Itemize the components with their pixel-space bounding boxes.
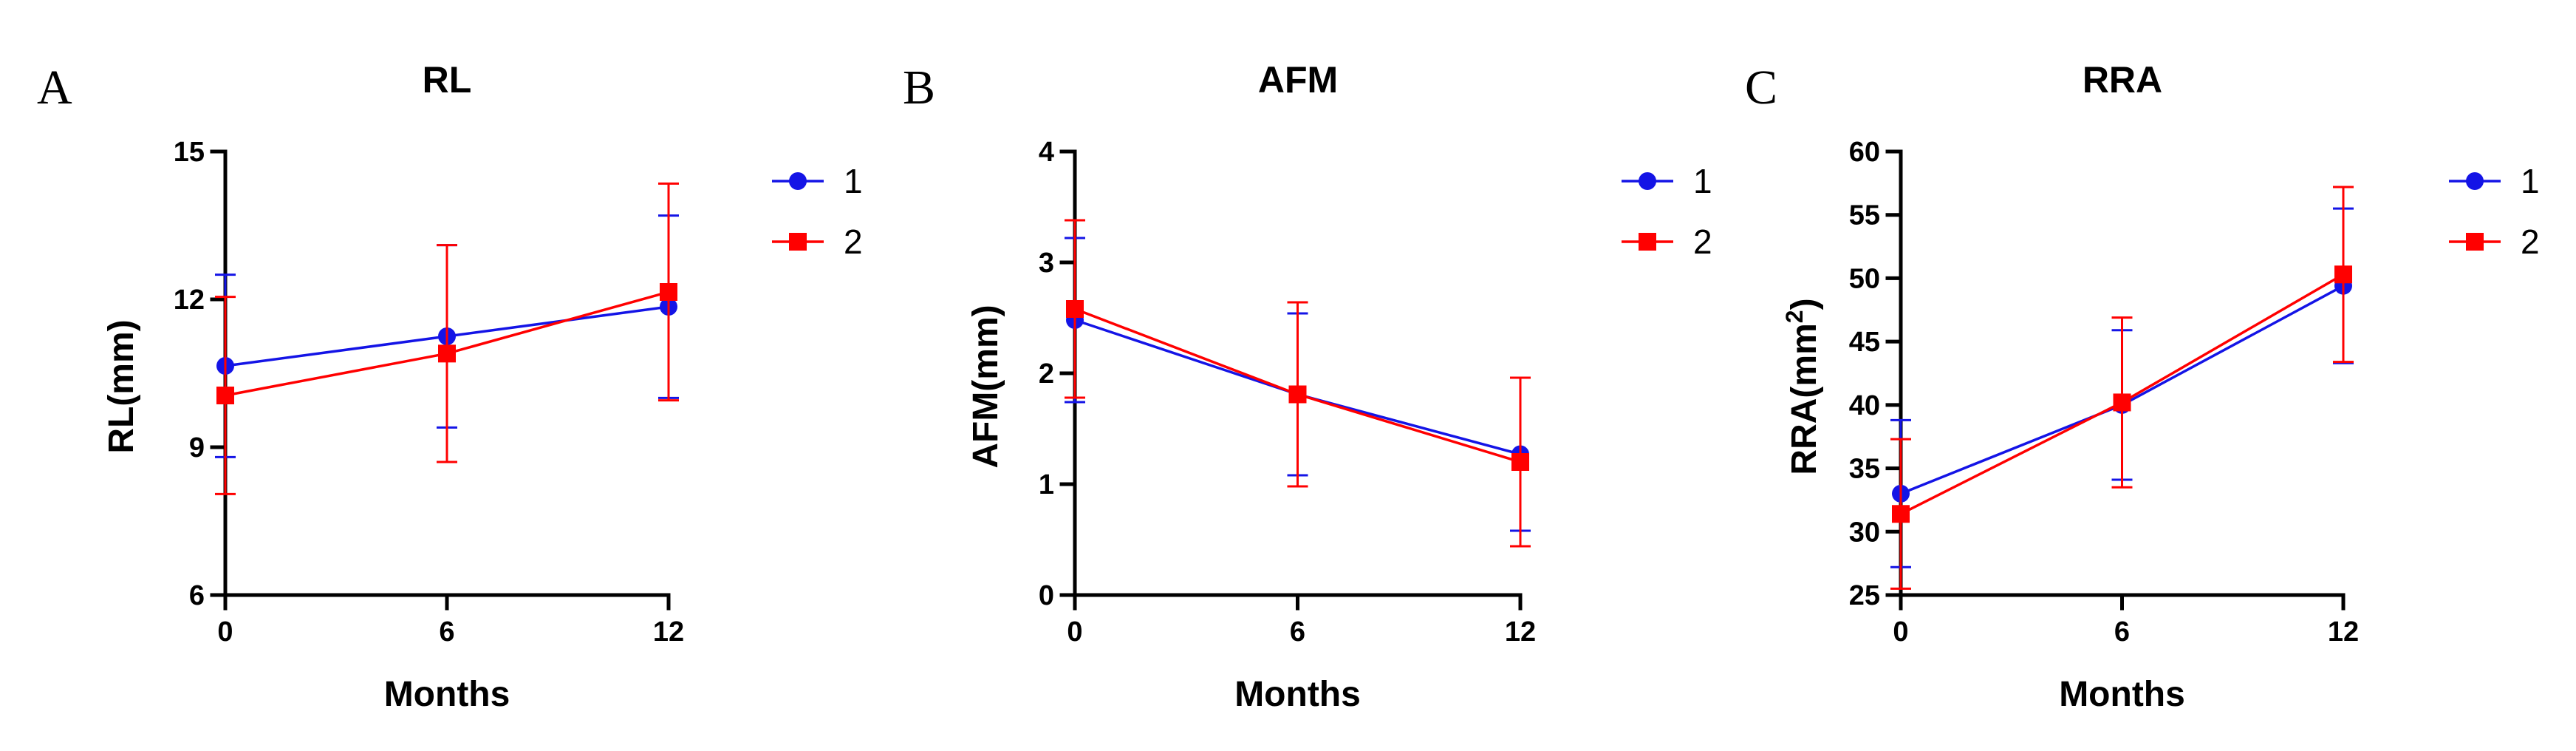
y-tick-label: 9: [189, 432, 205, 463]
y-axis-label-superscript: 2: [1781, 310, 1808, 323]
y-tick-label: 25: [1849, 580, 1880, 611]
y-axis-label-text: RL(mm): [102, 319, 141, 453]
legend-marker: [2466, 233, 2484, 251]
data-point: [216, 387, 234, 404]
y-tick-label: 4: [1039, 137, 1054, 168]
legend-marker: [1639, 233, 1656, 251]
y-tick-label: 3: [1039, 248, 1054, 279]
legend-label: 2: [2521, 222, 2540, 261]
data-point: [1892, 505, 1910, 523]
y-tick-label: 15: [174, 137, 205, 168]
series-2: [1065, 219, 1531, 548]
data-point: [2334, 265, 2352, 284]
legend-marker: [789, 233, 807, 251]
y-axis-label-text: RRA(mm: [1785, 323, 1824, 475]
legend-label: 1: [844, 162, 863, 200]
y-tick-label: 30: [1849, 517, 1880, 548]
x-tick-label: 12: [653, 616, 684, 648]
data-point: [2113, 393, 2131, 412]
legend-marker: [2466, 172, 2484, 190]
x-tick-label: 6: [1290, 616, 1305, 648]
y-tick-label: 0: [1039, 580, 1054, 611]
x-axis-label: Months: [1234, 675, 1361, 714]
legend: 12: [772, 162, 863, 261]
legend: 12: [1622, 162, 1712, 261]
y-tick-label: 2: [1039, 358, 1054, 390]
legend-label: 2: [1693, 222, 1712, 261]
chart-title: RRA: [2083, 59, 2162, 101]
x-axis-label: Months: [384, 675, 510, 714]
panel-letter: A: [37, 61, 72, 115]
x-tick-label: 6: [439, 616, 454, 648]
y-axis-label-text: AFM(mm): [966, 305, 1005, 468]
y-tick-label: 1: [1039, 469, 1054, 500]
y-axis-label: AFM(mm): [966, 305, 1005, 468]
y-tick-label: 35: [1849, 454, 1880, 485]
data-point: [438, 344, 456, 363]
legend-label: 1: [1693, 162, 1712, 200]
x-tick-label: 0: [1893, 616, 1908, 648]
data-point: [660, 283, 677, 301]
legend-marker: [789, 172, 807, 190]
legend-marker: [1639, 172, 1656, 190]
y-tick-label: 45: [1849, 327, 1880, 358]
x-tick-label: 12: [2328, 616, 2359, 648]
x-tick-label: 6: [2114, 616, 2130, 648]
y-tick-label: 55: [1849, 200, 1880, 231]
chart-title: AFM: [1258, 59, 1338, 101]
y-tick-label: 40: [1849, 390, 1880, 421]
data-point: [1511, 453, 1529, 471]
x-tick-label: 12: [1505, 616, 1536, 648]
legend-label: 1: [2521, 162, 2540, 200]
legend: 12: [2449, 162, 2540, 261]
y-axis-label: RL(mm): [102, 319, 141, 453]
x-axis-label: Months: [2059, 675, 2185, 714]
x-tick-label: 0: [217, 616, 233, 648]
y-axis-label-close: ): [1785, 298, 1824, 310]
y-tick-label: 50: [1849, 263, 1880, 294]
legend-label: 2: [844, 222, 863, 261]
series-2: [1890, 186, 2354, 590]
series-2: [215, 182, 679, 495]
panel-letter: B: [903, 61, 935, 115]
data-point: [1288, 385, 1307, 404]
y-tick-label: 6: [189, 580, 205, 611]
panel-letter: C: [1745, 61, 1777, 115]
y-tick-label: 60: [1849, 137, 1880, 168]
chart-title: RL: [423, 59, 472, 101]
y-axis-label: RRA(mm2): [1781, 298, 1824, 475]
x-tick-label: 0: [1067, 616, 1082, 648]
y-tick-label: 12: [174, 285, 205, 316]
data-point: [1066, 300, 1084, 318]
